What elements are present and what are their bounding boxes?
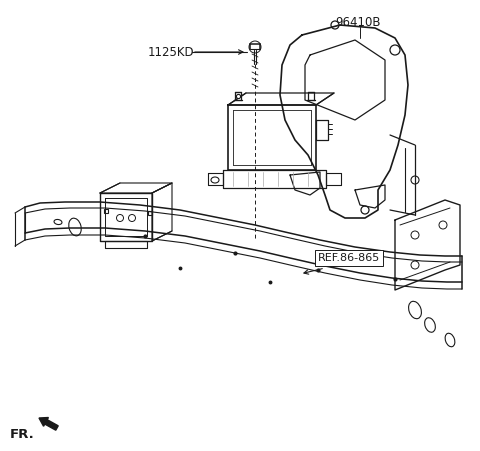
Text: 1125KD: 1125KD <box>148 46 194 59</box>
Text: 96410B: 96410B <box>335 15 381 28</box>
Text: FR.: FR. <box>10 428 35 442</box>
FancyArrow shape <box>39 418 58 430</box>
Text: REF.86-865: REF.86-865 <box>318 253 380 263</box>
